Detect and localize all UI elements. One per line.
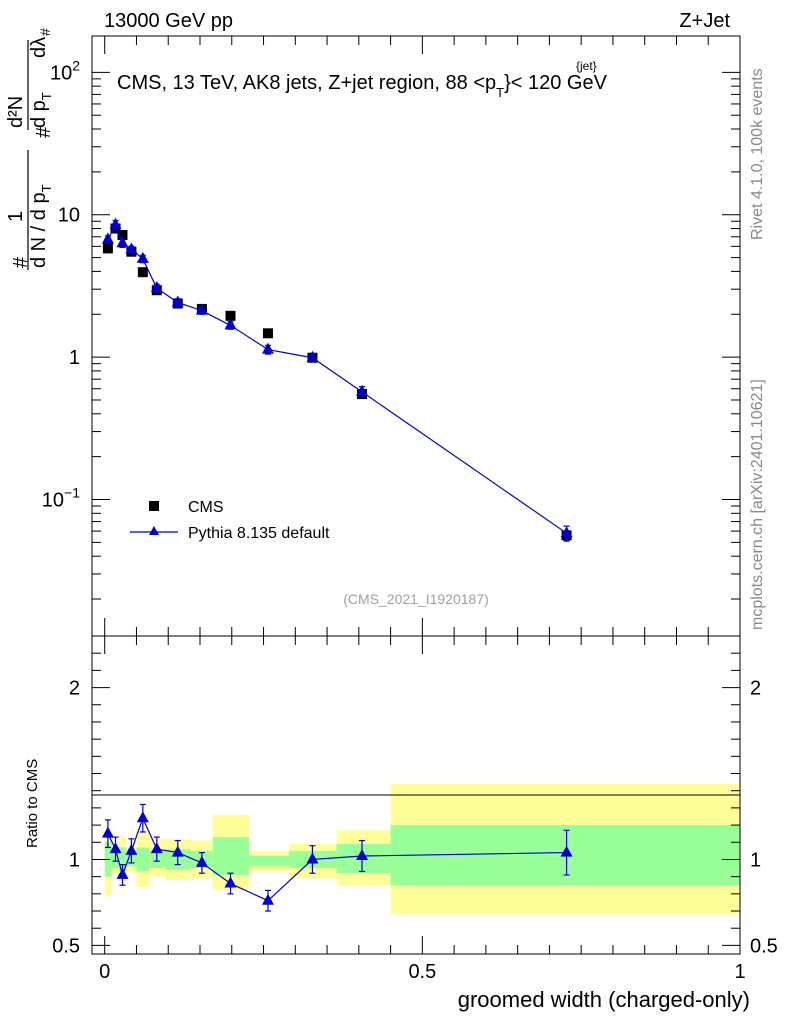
main-plot-frame [91,35,741,637]
pythia-data-point [136,251,149,263]
legend-marker-cms [149,501,159,511]
pythia-data-point [150,281,163,293]
x-axis-label: groomed width (charged-only) [458,987,750,1012]
x-tick-label: 0.5 [408,961,436,983]
x-tick-label: 0 [99,961,110,983]
main-y-tick-exponent: −1 [64,485,80,501]
pythia-data-point [116,236,129,248]
ratio-data-point [125,843,138,855]
ratio-data-point [150,842,163,854]
mcplots-label: mcplots.cern.ch [arXiv:2401.10621] [749,379,766,630]
plot-title-end: }< 120 GeV [504,72,608,94]
pythia-data-point [171,295,184,307]
ratio-data-point [306,852,319,864]
ratio-y-tick-label-left: 1 [69,849,80,871]
y-label-hash3: # [37,28,53,36]
pythia-data-point [560,526,573,538]
plot-title-main: CMS, 13 TeV, AK8 jets, Z+jet region, 88 … [117,72,496,94]
pythia-data-point [195,303,208,315]
ratio-data-point [356,849,368,861]
ratio-data-point [224,876,237,888]
ratio-data-point [171,845,184,857]
ratio-uncertainty-bands [104,783,740,915]
main-y-tick-base: 1 [69,347,80,369]
pythia-data-point [356,384,368,396]
ratio-band-inner [118,847,127,872]
y-label-numerator-1: 1 [5,211,27,222]
ratio-band-inner [248,856,289,867]
main-y-tick-label: 10 [58,205,80,227]
header-right-label: Z+Jet [679,10,730,32]
pythia-data-point [109,217,122,229]
ratio-panel: 0.5 0.51 12 2 0 0.5 1 Ratio to CMS groomed wi… [24,635,778,1012]
pythia-data-point [224,318,237,330]
y-label-denominator-1-sub: T [39,184,54,192]
y-label-denominator-1: d N / d pT [28,184,54,268]
y-label-lambda: dλ [28,37,50,58]
ratio-data-point [116,867,129,879]
main-y-tick-base: 10 [50,62,72,84]
main-x-ticks [104,36,741,636]
legend: CMS Pythia 8.135 default [130,499,330,542]
cms-data-point [117,230,128,241]
x-tick-label: 1 [734,961,745,983]
pythia-data-point [306,350,319,362]
cms-data-point [225,310,236,321]
ratio-band-inner [212,837,249,875]
ratio-y-tick-label-left: 0.5 [52,935,80,957]
plot-title: CMS, 13 TeV, AK8 jets, Z+jet region, 88 … [117,72,608,100]
plot-title-sup: {jet} [576,59,597,73]
y-label-denominator-2-text: d p [28,100,50,128]
pythia-data-point [101,232,114,244]
ratio-y-tick-label-right: 0.5 [750,935,778,957]
ratio-y-label: Ratio to CMS [24,759,41,848]
main-y-label: # 1 d N / d pT # d²N d pT dλ # [5,28,55,270]
main-y-tick-exponent: 2 [72,57,80,73]
legend-marker-pythia [149,526,159,535]
pythia-line [107,223,567,534]
legend-label-cms: CMS [188,499,224,516]
main-y-tick-label: 1 [69,347,80,369]
y-label-denominator-2: d pT [28,92,54,128]
legend-label-pythia: Pythia 8.135 default [188,525,330,542]
ratio-data-point [195,855,208,867]
main-data-marks [101,217,573,542]
main-y-tick-base: 10 [42,490,64,512]
rivet-version-label: Rivet 4.1.0, 100k events [749,68,766,240]
y-label-numerator-2: d²N [5,96,27,128]
cms-data-point [262,328,273,339]
ratio-data-marks [101,803,573,912]
main-y-tick-label: 10−1 [42,485,80,512]
plot-title-sub: T [496,85,504,100]
ratio-band-inner [136,847,150,872]
y-label-hash1: # [10,256,32,268]
ratio-data-point [261,893,274,905]
ratio-data-point [560,845,573,857]
y-label-denominator-1-text: d N / d p [28,192,50,268]
ratio-data-point [109,842,122,854]
ratio-plot-frame [91,635,741,955]
ratio-data-point [101,826,114,838]
header-left-label: 13000 GeV pp [104,10,233,32]
analysis-watermark: (CMS_2021_I1920187) [343,591,489,607]
ratio-y-tick-label-left: 2 [69,678,80,700]
main-y-tick-base: 10 [58,205,80,227]
pythia-data-point [125,242,138,254]
ratio-data-point [136,811,149,823]
ratio-y-axis: 0.5 0.5 1 1 2 2 [52,652,778,957]
cms-data-point [102,243,113,254]
ratio-y-tick-label-right: 2 [750,678,761,700]
pythia-data-point [261,342,274,354]
main-y-tick-label: 102 [50,57,80,84]
cms-data-point [137,267,148,278]
y-label-hash2: # [33,126,55,138]
ratio-x-axis: 0 0.5 1 [99,636,746,983]
ratio-y-tick-label-right: 1 [750,849,761,871]
y-label-denominator-2-sub: T [39,92,54,100]
